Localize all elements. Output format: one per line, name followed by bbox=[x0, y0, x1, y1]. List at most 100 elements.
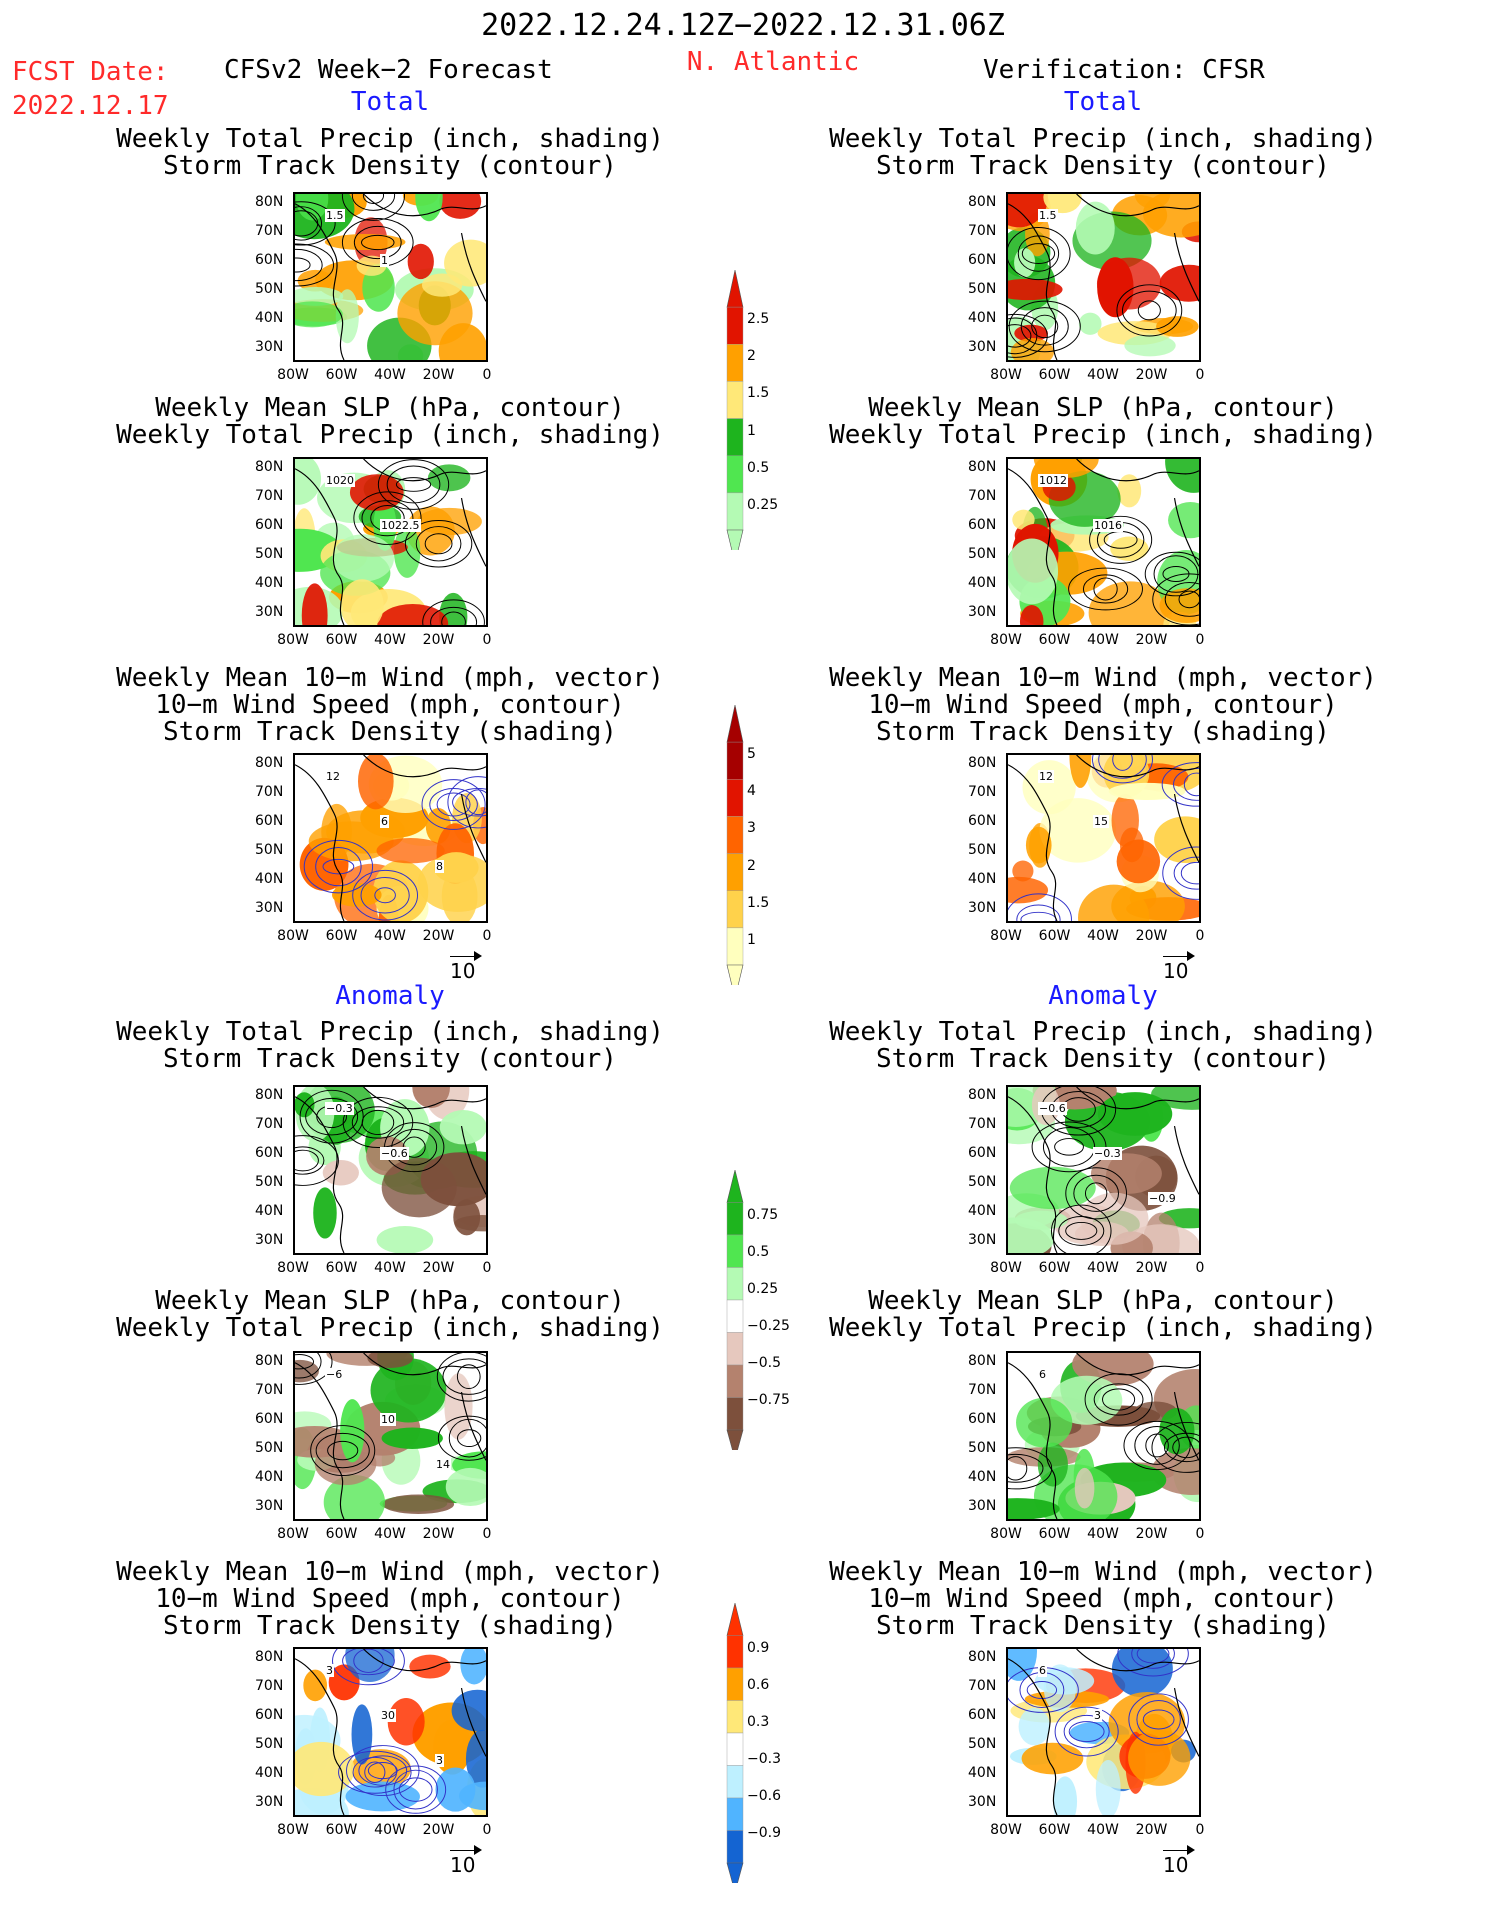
contour-line bbox=[1172, 1436, 1199, 1459]
lon-tick-label: 80W bbox=[277, 1260, 309, 1276]
lat-tick-label: 80N bbox=[968, 1353, 997, 1369]
shading-patch bbox=[445, 1467, 486, 1507]
contour-line bbox=[442, 1358, 486, 1395]
contour-line bbox=[295, 257, 311, 273]
colorbar-label: 0.25 bbox=[747, 1280, 779, 1297]
contour-line bbox=[346, 1745, 420, 1797]
contour-line bbox=[404, 520, 473, 568]
shading-patch bbox=[1019, 604, 1044, 625]
contour-line bbox=[1123, 1420, 1191, 1471]
contour-label: 1 bbox=[380, 254, 389, 267]
lat-tick-label: 30N bbox=[255, 1794, 284, 1810]
lat-tick-label: 70N bbox=[255, 784, 284, 800]
shading-patch bbox=[1110, 536, 1149, 561]
coastline bbox=[295, 1353, 486, 1519]
lon-tick-label: 0 bbox=[1195, 1526, 1205, 1542]
map-vf-total-slp_precip: 1012 1016 bbox=[1006, 457, 1201, 627]
colorbar-cap bbox=[726, 1429, 744, 1461]
colorbar-swatch bbox=[726, 455, 744, 493]
lon-tick-label: 80W bbox=[990, 1526, 1022, 1542]
panel-title-fc-2: Weekly Mean 10−m Wind (mph, vector) 10−m… bbox=[116, 663, 664, 747]
lat-tick-label: 40N bbox=[255, 575, 284, 591]
lon-tick-label: 20W bbox=[1135, 367, 1168, 383]
lat-tick-label: 60N bbox=[255, 1707, 284, 1723]
contour-line bbox=[1151, 1421, 1199, 1473]
colorbar-label: 5 bbox=[747, 746, 756, 763]
colorbar-track_anom: 0.9 0.6 0.3 −0.3 −0.6 −0.9 bbox=[725, 1602, 785, 1894]
lat-tick-label: 60N bbox=[255, 1145, 284, 1161]
contour-line bbox=[1020, 307, 1069, 346]
colorbar-swatch bbox=[726, 1700, 744, 1734]
colorbar-swatch bbox=[726, 741, 744, 780]
shading-patch bbox=[1043, 194, 1082, 214]
lon-tick-label: 20W bbox=[1135, 1260, 1168, 1276]
shading-patch bbox=[295, 1787, 349, 1815]
shading-patch bbox=[303, 1669, 328, 1702]
shading-patch bbox=[421, 273, 463, 297]
map-canvas bbox=[295, 1087, 486, 1253]
colorbar-swatch bbox=[726, 1202, 744, 1236]
shading-patch bbox=[1119, 827, 1144, 863]
lon-tick-label: 0 bbox=[482, 1526, 492, 1542]
colorbar-label: 0.5 bbox=[747, 459, 770, 476]
lat-tick-label: 40N bbox=[968, 871, 997, 887]
shading-patch bbox=[1043, 1664, 1077, 1713]
lat-tick-label: 30N bbox=[255, 1232, 284, 1248]
coastline bbox=[1008, 1353, 1199, 1519]
shading-patch bbox=[1008, 876, 1049, 904]
lat-tick-label: 50N bbox=[968, 1440, 997, 1456]
lon-tick-label: 80W bbox=[990, 367, 1022, 383]
contour-label: −0.6 bbox=[1038, 1102, 1067, 1115]
colorbar-swatch bbox=[726, 1635, 744, 1669]
shading-patch bbox=[313, 1187, 337, 1239]
shading-patch bbox=[1168, 502, 1199, 539]
lat-tick-label: 30N bbox=[968, 604, 997, 620]
panel-title-vf-0: Weekly Total Precip (inch, shading) Stor… bbox=[829, 124, 1377, 181]
colorbar-swatch bbox=[726, 1332, 744, 1366]
arrowhead-icon bbox=[1187, 1845, 1195, 1855]
lon-tick-label: 80W bbox=[277, 632, 309, 648]
lat-tick-label: 60N bbox=[968, 517, 997, 533]
lat-tick-label: 30N bbox=[968, 1794, 997, 1810]
coastline bbox=[295, 194, 486, 360]
lon-tick-label: 40W bbox=[374, 928, 406, 944]
lat-tick-label: 40N bbox=[968, 310, 997, 326]
contour-line bbox=[299, 1089, 364, 1144]
colorbar-cap bbox=[726, 704, 744, 743]
lon-tick-label: 80W bbox=[990, 632, 1022, 648]
lat-tick-label: 50N bbox=[968, 281, 997, 297]
shading-patch bbox=[376, 1226, 434, 1253]
colorbar-label: 3 bbox=[747, 820, 756, 837]
shading-patch bbox=[1010, 338, 1055, 360]
lat-tick-label: 60N bbox=[968, 1707, 997, 1723]
contour-line bbox=[1020, 911, 1057, 921]
lat-tick-label: 70N bbox=[968, 1116, 997, 1132]
lat-tick-label: 80N bbox=[968, 1649, 997, 1665]
contour-line bbox=[327, 1440, 359, 1461]
lon-tick-label: 60W bbox=[1038, 1260, 1071, 1276]
shading-patch bbox=[351, 1704, 373, 1765]
contour-label: 1.5 bbox=[1038, 209, 1058, 222]
contour-line bbox=[358, 1755, 408, 1786]
colorbar-label: −0.5 bbox=[747, 1355, 781, 1372]
colorbar-swatch bbox=[726, 1667, 744, 1701]
coastline bbox=[295, 459, 486, 625]
lat-tick-label: 40N bbox=[255, 1469, 284, 1485]
contour-line bbox=[465, 789, 486, 816]
contour-line bbox=[1058, 1215, 1105, 1246]
shading-patch bbox=[340, 1399, 365, 1463]
shading-patch bbox=[324, 234, 406, 251]
lat-tick-label: 60N bbox=[968, 813, 997, 829]
lat-tick-label: 40N bbox=[968, 1765, 997, 1781]
shading-patch bbox=[1021, 1742, 1084, 1775]
lat-tick-label: 80N bbox=[968, 194, 997, 210]
shading-patch bbox=[1078, 884, 1150, 921]
vector-reference: 10 bbox=[1163, 1845, 1195, 1877]
region-label: N. Atlantic bbox=[686, 47, 860, 77]
shading-patch bbox=[349, 474, 404, 511]
contour-line bbox=[1068, 1721, 1105, 1743]
contour-line bbox=[1031, 314, 1059, 339]
lon-tick-label: 80W bbox=[277, 1822, 309, 1838]
shading-patch bbox=[1097, 1092, 1173, 1136]
